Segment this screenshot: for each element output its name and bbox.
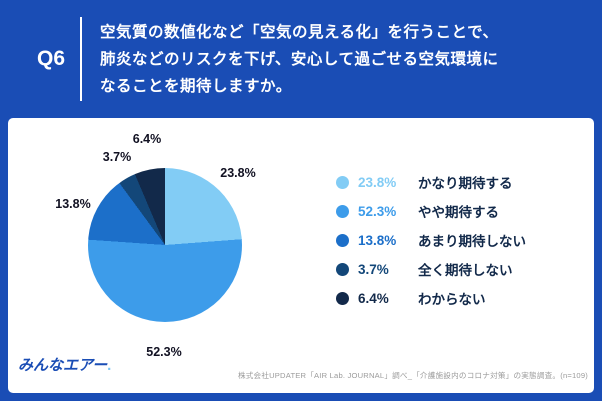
legend-row: 6.4% わからない	[336, 290, 526, 307]
chart-card: 23.8% 6.4% 3.7% 13.8% 52.3% 23.8% かなり期待す…	[8, 118, 594, 393]
source-footnote: 株式会社UPDATER「AIR Lab. JOURNAL」調べ_「介護施設内のコ…	[237, 371, 588, 380]
legend-row: 3.7% 全く期待しない	[336, 261, 526, 278]
pie-label-yaya: 52.3%	[146, 345, 182, 359]
brand-logo: みんなエアー.	[18, 354, 111, 375]
legend-percent: 3.7%	[358, 261, 389, 277]
question-header: Q6 空気質の数値化など「空気の見える化」を行うことで、 肺炎などのリスクを下げ…	[0, 0, 602, 118]
legend-dot-icon	[336, 175, 349, 189]
legend-row: 13.8% あまり期待しない	[336, 232, 526, 249]
legend-label: わからない	[418, 292, 486, 307]
pie-label-wakaranai: 6.4%	[132, 132, 162, 146]
question-text: 空気質の数値化など「空気の見える化」を行うことで、 肺炎などのリスクを下げ、安心…	[100, 19, 498, 100]
pie-label-kanari: 23.8%	[220, 166, 256, 180]
header-divider	[80, 17, 82, 101]
chart-legend: 23.8% かなり期待する 52.3% やや期待する 13.8% あまり期待しな…	[336, 174, 526, 307]
brand-logo-text: みんなエアー	[18, 357, 108, 374]
legend-percent: 13.8%	[358, 232, 397, 248]
legend-label: 全く期待しない	[418, 263, 513, 278]
brand-logo-dot-icon: .	[107, 357, 112, 374]
legend-percent: 23.8%	[358, 174, 397, 190]
legend-label: あまり期待しない	[418, 234, 526, 249]
pie-chart	[88, 168, 242, 322]
question-number: Q6	[36, 47, 65, 70]
question-line-3: なることを期待しますか。	[100, 77, 292, 95]
question-line-1: 空気質の数値化など「空気の見える化」を行うことで、	[100, 23, 499, 41]
legend-percent: 6.4%	[358, 290, 389, 306]
question-line-2: 肺炎などのリスクを下げ、安心して過ごせる空気環境に	[100, 50, 499, 68]
legend-dot-icon	[336, 233, 349, 247]
legend-label: かなり期待する	[418, 176, 513, 191]
legend-percent: 52.3%	[358, 203, 397, 219]
legend-dot-icon	[336, 262, 349, 276]
legend-dot-icon	[336, 204, 349, 218]
legend-row: 23.8% かなり期待する	[336, 174, 526, 191]
legend-row: 52.3% やや期待する	[336, 203, 526, 220]
legend-label: やや期待する	[418, 205, 499, 220]
pie-label-amari: 13.8%	[55, 197, 91, 211]
pie-label-mattaku: 3.7%	[102, 150, 132, 164]
legend-dot-icon	[336, 291, 349, 305]
